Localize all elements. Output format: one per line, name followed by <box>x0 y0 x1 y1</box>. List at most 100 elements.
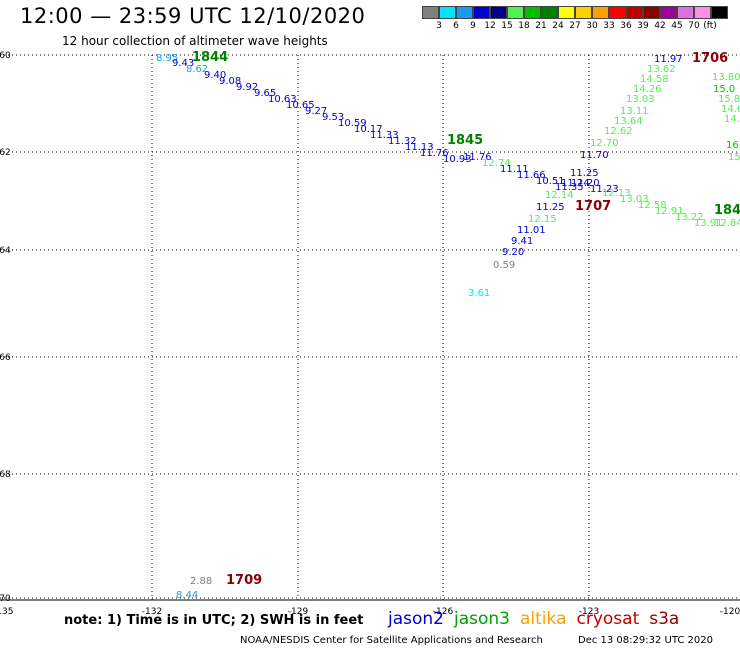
satellite-label-s3a: s3a <box>649 609 680 629</box>
swh-value: 11.23 <box>590 184 619 195</box>
legend-swatch <box>677 6 694 19</box>
swh-value: 13.91 <box>694 218 723 229</box>
swh-value: 10.51 <box>536 176 565 187</box>
latitude-tick-label: -60 <box>0 51 11 61</box>
legend-swatch <box>490 6 507 19</box>
pass-time-label: 1706 <box>692 51 728 66</box>
latitude-tick-label: -64 <box>0 246 11 256</box>
legend-unit: (ft) <box>703 21 717 31</box>
satellite-label-jason2: jason2 <box>388 609 444 629</box>
legend-tick-label: 3 <box>436 21 442 31</box>
legend-swatch <box>558 6 575 19</box>
swh-value: 11.35 <box>555 182 584 193</box>
pass-time-label: 1709 <box>226 573 262 588</box>
swh-value: 16.1 <box>726 140 740 151</box>
swh-value: 10.17 <box>354 124 383 135</box>
swh-value: 13.03 <box>626 94 655 105</box>
longitude-tick-label: -135 <box>0 607 13 617</box>
swh-value: 10.59 <box>338 118 367 129</box>
swh-value: 12.58 <box>638 200 667 211</box>
swh-value: 0.59 <box>493 260 515 271</box>
legend-swatch <box>541 6 558 19</box>
swh-value: 11.24 <box>561 178 590 189</box>
footer-note: note: 1) Time is in UTC; 2) SWH is in fe… <box>64 613 364 628</box>
legend-swatch <box>694 6 711 19</box>
swh-value: 13.62 <box>647 64 676 75</box>
satellite-legend: jason2 jason3 altika cryosat s3a <box>388 609 689 629</box>
longitude-tick-label: -120 <box>720 607 740 617</box>
swh-value: 13.11 <box>620 106 649 117</box>
swh-value: 9.20 <box>502 247 524 258</box>
swh-value: 11.25 <box>570 168 599 179</box>
swh-value: 3.61 <box>468 288 490 299</box>
longitude-tick-label: -123 <box>579 607 599 617</box>
swh-value: 9.43 <box>172 58 194 69</box>
map-title: 12:00 — 23:59 UTC 12/10/2020 <box>20 4 366 28</box>
swh-value: 11.32 <box>388 136 417 147</box>
longitude-tick-label: -126 <box>433 607 454 617</box>
swh-value: 11.70 <box>580 150 609 161</box>
legend-tick-label: 27 <box>569 21 581 31</box>
legend-swatch <box>524 6 541 19</box>
legend-tick-label: 21 <box>535 21 547 31</box>
color-legend: 3 6 9 12 15 18 21 24 27 30 33 36 39 42 45 70 (ft) <box>422 6 728 33</box>
swh-value: 14.26 <box>633 84 662 95</box>
legend-tick-label: 33 <box>603 21 615 31</box>
swh-value: 10.63 <box>268 94 297 105</box>
swh-value: 13.22 <box>675 212 704 223</box>
swh-value: 13.80 <box>712 72 740 83</box>
swh-value: 11.97 <box>654 54 683 65</box>
pass-time-label: 1844 <box>192 50 228 65</box>
legend-tick-label: 30 <box>586 21 598 31</box>
credit-line: NOAA/NESDIS Center for Satellite Applica… <box>240 635 543 646</box>
swh-value: 9.40 <box>204 70 226 81</box>
swh-value: 11.13 <box>405 142 434 153</box>
legend-tick-label: 42 <box>654 21 666 31</box>
swh-value: 9.41 <box>511 236 533 247</box>
legend-swatches <box>422 6 728 19</box>
legend-swatch <box>626 6 643 19</box>
swh-value: 11.20 <box>571 178 600 189</box>
swh-value: 2.88 <box>190 576 212 587</box>
satellite-label-altika: altika <box>520 609 567 629</box>
pass-time-label-edge: 184 <box>714 203 740 218</box>
legend-tick-label: 45 <box>671 21 683 31</box>
legend-tick-labels: 3 6 9 12 15 18 21 24 27 30 33 36 39 42 45 70 (ft) <box>422 21 728 33</box>
legend-tick-label: 15 <box>501 21 513 31</box>
legend-swatch <box>609 6 626 19</box>
swh-value: 12.70 <box>590 138 619 149</box>
legend-swatch <box>592 6 609 19</box>
swh-value: 11.66 <box>517 170 546 181</box>
latitude-tick-label: -66 <box>0 353 11 363</box>
swh-value: 10.93 <box>443 154 472 165</box>
swh-value: 9.65 <box>254 88 276 99</box>
swh-value: 15.8 <box>718 94 740 105</box>
legend-swatch <box>473 6 490 19</box>
latitude-tick-label: -68 <box>0 470 11 480</box>
legend-swatch <box>439 6 456 19</box>
swh-value: 10.65 <box>286 100 315 111</box>
swh-value: 15.2 <box>728 152 740 163</box>
map-subtitle: 12 hour collection of altimeter wave hei… <box>62 34 328 48</box>
legend-swatch <box>456 6 473 19</box>
swh-value: 9.08 <box>219 76 241 87</box>
swh-value: 14.6 <box>721 104 740 115</box>
swh-value: 8.95 <box>156 53 178 64</box>
legend-swatch <box>711 6 728 19</box>
swh-value: 13.64 <box>614 116 643 127</box>
legend-swatch <box>507 6 524 19</box>
legend-swatch <box>660 6 677 19</box>
satellite-label-jason3: jason3 <box>454 609 510 629</box>
swh-value: 11.01 <box>517 225 546 236</box>
swh-value: 11.11 <box>500 164 529 175</box>
swh-value: 14.58 <box>640 74 669 85</box>
swh-value: 8.62 <box>186 64 208 75</box>
swh-value: 12.91 <box>655 206 684 217</box>
latitude-tick-label: -62 <box>0 148 11 158</box>
swh-value: 12.84 <box>714 218 740 229</box>
swh-value: 12.14 <box>545 190 574 201</box>
swh-value: 12.13 <box>602 188 631 199</box>
generation-timestamp: Dec 13 08:29:32 UTC 2020 <box>578 635 713 646</box>
longitude-tick-label: -132 <box>142 607 162 617</box>
